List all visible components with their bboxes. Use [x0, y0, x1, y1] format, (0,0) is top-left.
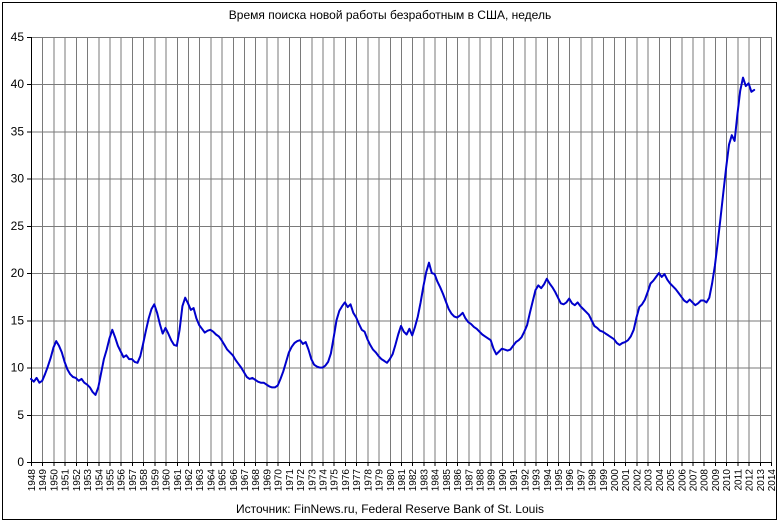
- y-tick-label: 0: [17, 455, 24, 469]
- x-tick-label: 1975: [330, 469, 341, 492]
- x-tick-label: 2009: [711, 469, 722, 492]
- x-tick-label: 2013: [756, 469, 767, 492]
- x-tick-label: 2007: [689, 469, 700, 492]
- x-tick-label: 1989: [487, 469, 498, 492]
- x-tick-label: 1959: [150, 469, 161, 492]
- x-tick-label: 1948: [27, 469, 38, 492]
- x-tick-label: 2010: [722, 469, 733, 492]
- x-tick-label: 1999: [599, 469, 610, 492]
- x-tick-label: 1991: [509, 469, 520, 492]
- x-tick-label: 1987: [464, 469, 475, 492]
- x-tick-label: 1966: [229, 469, 240, 492]
- x-tick-label: 1995: [554, 469, 565, 492]
- chart-title: Время поиска новой работы безработным в …: [228, 8, 552, 22]
- x-tick-label: 2014: [767, 469, 778, 492]
- x-tick-label: 2001: [621, 469, 632, 492]
- x-tick-label: 1949: [38, 469, 49, 492]
- x-tick-label: 1985: [442, 469, 453, 492]
- x-tick-label: 1973: [307, 469, 318, 492]
- x-tick-label: 1967: [240, 469, 251, 492]
- x-tick-label: 1992: [520, 469, 531, 492]
- x-tick-label: 2008: [700, 469, 711, 492]
- x-tick-labels: 1948 1949 1950 1951 1952 1953 1954 1955 1956 1957…: [27, 469, 778, 492]
- x-tick-label: 1957: [128, 469, 139, 492]
- x-tick-label: 1964: [206, 469, 217, 492]
- x-tick-label: 1993: [532, 469, 543, 492]
- x-tick-label: 1963: [195, 469, 206, 492]
- y-tick-label: 45: [11, 30, 25, 44]
- y-tick-label: 15: [11, 313, 25, 327]
- x-tick-label: 1982: [408, 469, 419, 492]
- x-tick-label: 1951: [61, 469, 72, 492]
- x-tick-label: 1969: [262, 469, 273, 492]
- data-series: [30, 76, 756, 396]
- x-tick-label: 2011: [733, 469, 744, 491]
- x-tick-label: 1997: [576, 469, 587, 492]
- y-tick-label: 20: [11, 266, 25, 280]
- x-tick-label: 1978: [363, 469, 374, 492]
- x-tick-label: 1981: [397, 469, 408, 492]
- x-tick-label: 1977: [352, 469, 363, 492]
- x-tick-label: 1984: [431, 469, 442, 492]
- y-tick-labels: 0 5 10 15 20 25 30 35 40 45: [11, 30, 25, 469]
- grid-lines: [31, 37, 772, 462]
- x-tick-label: 2004: [655, 469, 666, 492]
- x-tick-label: 1976: [341, 469, 352, 492]
- x-tick-label: 1971: [285, 469, 296, 492]
- x-tick-label: 1961: [173, 469, 184, 492]
- x-tick-label: 2005: [666, 469, 677, 492]
- x-tick-label: 1974: [319, 469, 330, 492]
- x-tick-label: 1962: [184, 469, 195, 492]
- x-tick-label: 1988: [475, 469, 486, 492]
- x-tick-label: 1950: [49, 469, 60, 492]
- x-tick-label: 1994: [543, 469, 554, 492]
- y-tick-label: 35: [11, 124, 25, 138]
- x-tick-label: 1983: [419, 469, 430, 492]
- x-tick-label: 1998: [588, 469, 599, 492]
- data-line: [30, 76, 756, 396]
- x-tick-label: 1953: [83, 469, 94, 492]
- x-tick-label: 1958: [139, 469, 150, 492]
- x-tick-label: 1955: [105, 469, 116, 492]
- y-tick-label: 40: [11, 77, 25, 91]
- x-tick-label: 1965: [218, 469, 229, 492]
- x-tick-label: 2003: [644, 469, 655, 492]
- x-tick-label: 1968: [251, 469, 262, 492]
- y-tick-label: 30: [11, 172, 25, 186]
- x-tick-label: 1986: [453, 469, 464, 492]
- x-tick-label: 1954: [94, 469, 105, 492]
- y-tick-label: 25: [11, 219, 25, 233]
- x-tick-label: 1960: [162, 469, 173, 492]
- x-tick-label: 1979: [375, 469, 386, 492]
- x-tick-label: 1990: [498, 469, 509, 492]
- x-tick-label: 1980: [386, 469, 397, 492]
- axes: [27, 37, 772, 466]
- x-tick-label: 2006: [677, 469, 688, 492]
- x-tick-label: 1972: [296, 469, 307, 492]
- source-caption: Источник: FinNews.ru, Federal Reserve Ba…: [235, 502, 544, 516]
- x-tick-label: 1956: [117, 469, 128, 492]
- x-tick-label: 1952: [72, 469, 83, 492]
- x-tick-label: 2012: [745, 469, 756, 492]
- x-tick-label: 2000: [610, 469, 621, 492]
- y-tick-label: 10: [11, 361, 25, 375]
- x-tick-label: 2002: [632, 469, 643, 492]
- y-tick-label: 5: [17, 408, 24, 422]
- x-tick-label: 1970: [274, 469, 285, 492]
- x-tick-label: 1996: [565, 469, 576, 492]
